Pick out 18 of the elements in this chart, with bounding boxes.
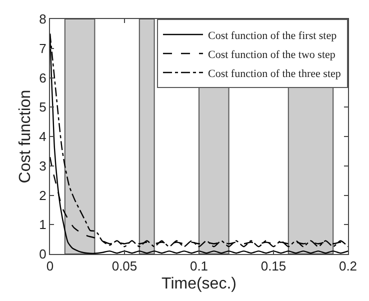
y-tick-label: 1 — [39, 217, 46, 232]
legend-label: Cost function of the three step — [208, 68, 342, 80]
y-axis-title: Cost function — [17, 90, 34, 184]
y-tick-label: 3 — [39, 158, 46, 174]
x-tick-label: 0.05 — [112, 258, 138, 274]
y-tick-label: 7 — [39, 40, 46, 56]
legend-label: Cost function of the first step — [208, 30, 338, 42]
x-tick-label: 0.15 — [260, 258, 286, 274]
y-tick-label: 6 — [39, 70, 46, 86]
y-tick-label: 2 — [39, 188, 46, 203]
x-tick-label: 0.2 — [338, 258, 358, 274]
x-axis-title: Time(sec.) — [162, 275, 236, 292]
y-tick-label: 5 — [39, 100, 46, 115]
y-tick-label: 8 — [39, 12, 46, 27]
y-tick-label: 0 — [39, 246, 46, 262]
y-tick-label: 4 — [39, 129, 46, 144]
legend-label: Cost function of the two step — [208, 48, 336, 61]
x-tick-label: 0.1 — [190, 258, 208, 274]
